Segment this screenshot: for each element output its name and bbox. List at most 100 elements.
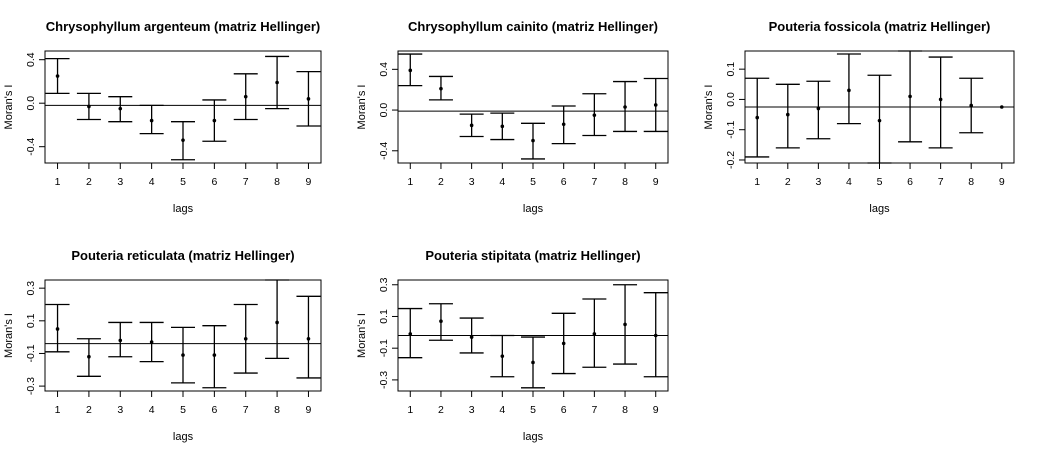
data-point [181,353,185,357]
x-tick-label: 2 [86,176,92,188]
x-tick-label: 5 [877,176,883,188]
x-tick-label: 7 [243,176,249,188]
y-axis-label: Moran's I [3,85,15,130]
data-point [531,138,535,143]
x-tick-label: 9 [653,404,659,416]
y-tick-label: 0.1 [25,313,37,328]
x-tick-label: 1 [55,176,61,188]
y-tick-label: -0.1 [725,120,737,138]
x-tick-label: 1 [55,404,61,416]
data-point [755,115,760,120]
x-tick-label: 6 [211,176,217,188]
y-tick-label: 0.4 [378,62,390,77]
panel-title: Chrysophyllum cainito (matriz Hellinger) [408,19,658,34]
data-point [500,354,505,358]
y-tick-label: 0.0 [725,92,737,107]
correlogram-panel: Pouteria reticulata (matriz Hellinger) 1 2… [3,248,322,443]
data-point [212,353,217,357]
y-tick-label: -0.4 [378,142,390,160]
x-tick-label: 4 [499,176,505,188]
x-tick-label: 5 [180,404,186,416]
data-point [999,105,1004,109]
x-tick-label: 8 [274,176,280,188]
y-tick-label: 0.0 [25,96,37,111]
x-tick-label: 7 [591,176,597,188]
x-tick-label: 7 [243,404,249,416]
data-point [149,340,154,344]
x-tick-label: 4 [499,404,505,416]
y-tick-label: 0.3 [378,277,390,292]
x-axis-label: lags [523,203,544,215]
x-tick-label: 4 [149,176,155,188]
panel-title: Pouteria stipitata (matriz Hellinger) [425,248,640,263]
data-point [55,327,60,331]
correlogram-panel: Chrysophyllum cainito (matriz Hellinger)… [356,19,669,215]
y-tick-label: 0.1 [378,309,390,324]
data-point [877,118,882,123]
x-tick-label: 7 [938,176,944,188]
x-tick-label: 6 [211,404,217,416]
x-tick-label: 5 [180,176,186,188]
x-tick-label: 2 [438,176,444,188]
x-tick-label: 5 [530,404,536,416]
x-tick-label: 2 [438,404,444,416]
x-tick-label: 6 [561,404,567,416]
x-tick-label: 1 [754,176,760,188]
x-tick-label: 8 [622,404,628,416]
data-point [149,118,154,123]
y-axis-label: Moran's I [356,85,368,130]
data-point [408,68,413,73]
data-point [118,338,123,343]
error-bar [265,279,290,360]
data-point [212,118,217,123]
y-axis-label: Moran's I [703,85,715,130]
y-tick-label: 0.0 [378,103,390,118]
y-tick-label: 0.4 [25,52,37,67]
data-point [969,103,974,108]
data-point [500,124,505,129]
data-point [531,360,535,365]
correlogram-panel: Pouteria stipitata (matriz Hellinger) 1 2 3… [356,248,669,443]
data-point [306,97,311,101]
data-point [785,112,790,117]
x-tick-label: 9 [653,176,659,188]
data-point [55,74,60,78]
x-axis-label: lags [523,431,544,443]
x-tick-label: 4 [846,176,852,188]
x-tick-label: 8 [274,404,280,416]
data-point [623,322,627,327]
x-tick-label: 4 [149,404,155,416]
data-point [181,138,185,142]
data-point [439,86,443,91]
x-tick-label: 2 [785,176,791,188]
panel-title: Pouteria fossicola (matriz Hellinger) [769,19,991,34]
data-point [275,320,279,325]
data-point [439,319,443,324]
data-point [653,103,658,107]
x-tick-label: 3 [469,176,475,188]
y-tick-label: 0.3 [25,281,37,296]
x-tick-label: 6 [561,176,567,188]
y-axis-label: Moran's I [3,313,15,358]
y-axis-label: Moran's I [356,313,368,358]
data-point [561,341,566,346]
x-tick-label: 5 [530,176,536,188]
data-point [243,336,248,341]
x-tick-label: 9 [306,176,312,188]
data-point [816,106,821,111]
x-tick-label: 3 [815,176,821,188]
y-tick-label: 0.1 [725,62,737,77]
data-point [592,113,597,117]
data-point [623,105,627,109]
x-tick-label: 2 [86,404,92,416]
data-point [118,106,123,111]
y-tick-label: -0.2 [725,151,737,169]
x-tick-label: 1 [407,176,413,188]
x-tick-label: 3 [469,404,475,416]
data-point [561,122,566,127]
panel-title: Pouteria reticulata (matriz Hellinger) [71,248,294,263]
x-axis-label: lags [173,203,194,215]
data-point [87,104,91,109]
x-tick-label: 8 [968,176,974,188]
